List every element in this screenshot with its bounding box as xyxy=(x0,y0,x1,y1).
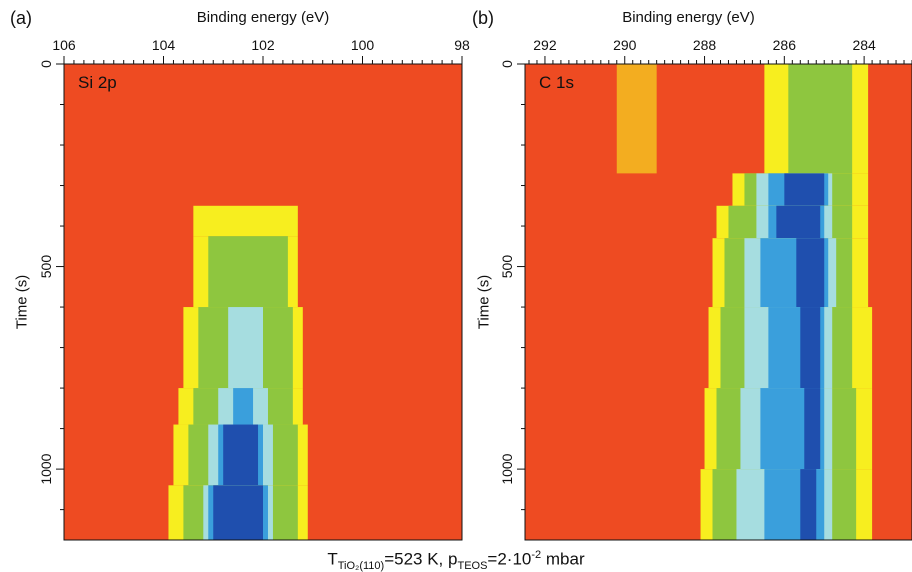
y-tick-label: 1000 xyxy=(499,453,515,484)
x-tick-label: 104 xyxy=(152,37,176,53)
spectrum-label: C 1s xyxy=(539,73,574,92)
panel-b: 292 290 288 286 284 0 500 1000 Binding energy (e… xyxy=(472,8,912,541)
y-tick-label: 500 xyxy=(38,255,54,279)
spectrum-label: Si 2p xyxy=(78,73,117,92)
x-tick-label: 288 xyxy=(693,37,717,53)
panel-label: (b) xyxy=(472,8,494,28)
caption-temperature: =523 K, p xyxy=(384,549,458,569)
intensity-band xyxy=(800,469,817,540)
x-tick-label: 102 xyxy=(251,37,275,53)
caption-t-subscript: TiO₂(110) xyxy=(337,560,385,572)
y-tick-label: 0 xyxy=(38,60,54,68)
x-tick-label: 286 xyxy=(773,37,797,53)
panel-a: 106 104 102 100 98 0 500 1000 Binding energy (eV… xyxy=(10,8,470,541)
x-tick-label: 100 xyxy=(351,37,375,53)
y-axis-title: Time (s) xyxy=(14,275,31,329)
plot-frame xyxy=(524,63,912,541)
caption-p-subscript: TEOS xyxy=(457,560,488,572)
intensity-band xyxy=(213,485,263,540)
intensity-band xyxy=(193,205,298,237)
caption-pressure-unit: mbar xyxy=(541,549,585,569)
caption-t-symbol: T xyxy=(327,549,338,569)
intensity-band xyxy=(208,236,288,308)
intensity-band xyxy=(800,307,821,389)
panel-label: (a) xyxy=(10,8,32,28)
x-tick-label: 290 xyxy=(613,37,637,53)
y-tick-label: 500 xyxy=(499,255,515,279)
caption-p-exponent: -2 xyxy=(531,549,542,561)
intensity-band xyxy=(228,307,263,389)
intensity-band xyxy=(804,388,821,470)
caption-pressure: =2·10 xyxy=(487,549,532,569)
intensity-band xyxy=(616,64,657,174)
x-axis-title: Binding energy (eV) xyxy=(622,9,755,26)
heatmap-area xyxy=(525,64,912,540)
y-tick-label: 1000 xyxy=(38,453,54,484)
intensity-band xyxy=(233,388,254,425)
intensity-band xyxy=(223,424,259,486)
intensity-band xyxy=(784,173,825,206)
y-tick-label: 0 xyxy=(499,60,515,68)
x-tick-label: 106 xyxy=(52,37,76,53)
heatmap-area xyxy=(64,64,462,540)
x-tick-label: 98 xyxy=(454,37,470,53)
intensity-band xyxy=(788,64,853,174)
figure-caption: TTiO₂(110)=523 K, pTEOS=2·10-2 mbar xyxy=(0,549,912,572)
y-axis-title: Time (s) xyxy=(476,275,493,329)
intensity-band xyxy=(776,205,821,239)
x-tick-label: 284 xyxy=(852,37,876,53)
x-tick-label: 292 xyxy=(533,37,557,53)
intensity-band xyxy=(796,238,825,308)
x-axis-title: Binding energy (eV) xyxy=(197,9,330,26)
